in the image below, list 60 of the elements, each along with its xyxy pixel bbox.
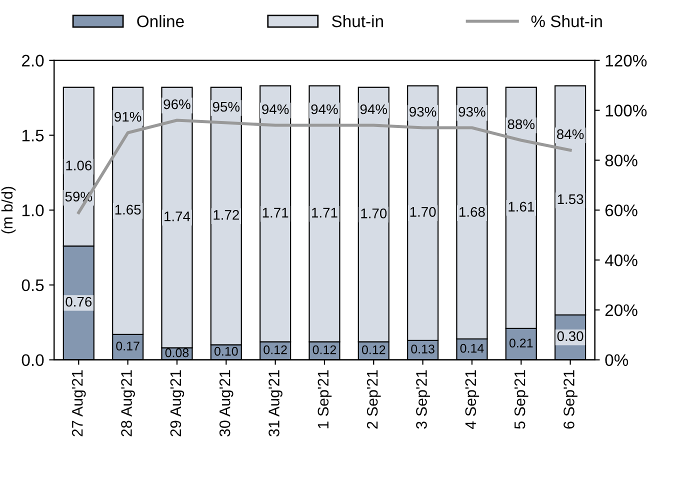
data-label: 94%	[360, 104, 388, 114]
data-label: 0.10	[214, 346, 238, 356]
legend-label: % Shut-in	[531, 15, 602, 28]
data-label: 1.74	[164, 212, 190, 222]
data-label: 0.14	[460, 344, 484, 353]
data-label: 91%	[114, 112, 142, 122]
y2-tick-label: 20%	[605, 304, 638, 316]
data-label: 1.53	[558, 194, 584, 204]
x-tick-label: 1 Sep'21	[318, 370, 332, 428]
data-label: 1.70	[410, 206, 436, 217]
data-label: 0.17	[116, 342, 140, 350]
y-tick-label: 0.0	[22, 354, 44, 366]
data-label: 0.76	[66, 296, 92, 307]
x-tick-label: 28 Aug'21	[121, 370, 135, 436]
data-label: 96%	[164, 99, 190, 110]
data-label: 59%	[65, 192, 92, 202]
data-label: 0.12	[312, 345, 336, 354]
data-label: 0.12	[362, 345, 386, 354]
data-label: 94%	[262, 104, 289, 114]
y2-tick-label: 80%	[605, 154, 638, 166]
legend-label: Shut-in	[332, 15, 383, 28]
data-label: 95%	[212, 102, 240, 112]
data-label: 84%	[557, 129, 584, 140]
data-label: 93%	[458, 106, 486, 117]
y2-tick-label: 120%	[606, 54, 647, 67]
x-tick-label: 6 Sep'21	[564, 370, 578, 429]
data-label: 1.71	[312, 208, 338, 218]
y-axis-title: (m b/d)	[1, 186, 16, 234]
data-label: 1.06	[66, 160, 92, 170]
data-label: 1.72	[214, 210, 239, 220]
data-label: 0.08	[165, 348, 189, 358]
x-tick-label: 5 Sep'21	[514, 370, 528, 429]
data-label: 1.65	[115, 204, 141, 215]
y2-tick-label: 0%	[605, 354, 628, 366]
y2-tick-label: 100%	[606, 104, 647, 116]
y2-tick-label: 40%	[604, 254, 638, 266]
legend-label: Online	[137, 15, 184, 28]
x-tick-label: 3 Sep'21	[416, 370, 430, 429]
x-tick-label: 2 Sep'21	[366, 370, 381, 429]
x-tick-label: 31 Aug'21	[268, 370, 282, 436]
data-label: 1.61	[508, 202, 534, 212]
data-label: 94%	[311, 104, 338, 114]
y-tick-label: 2.0	[22, 54, 44, 67]
y-tick-label: 1.0	[22, 204, 44, 216]
data-label: 0.12	[264, 345, 287, 354]
data-label: 0.13	[411, 344, 434, 354]
data-label: 1.70	[361, 208, 387, 218]
data-label: 88%	[508, 119, 535, 130]
x-tick-label: 27 Aug'21	[72, 370, 86, 436]
x-tick-label: 4 Sep'21	[465, 370, 480, 430]
y2-tick-label: 60%	[605, 204, 638, 216]
data-label: 1.71	[262, 208, 288, 218]
data-label: 93%	[410, 106, 436, 117]
data-label: 1.68	[460, 206, 485, 217]
y-tick-label: 0.5	[22, 279, 44, 292]
x-tick-label: 29 Aug'21	[170, 370, 184, 436]
x-tick-label: 30 Aug'21	[219, 370, 234, 436]
y-tick-label: 1.5	[22, 130, 44, 142]
data-label: 0.30	[557, 331, 584, 342]
data-label: 0.21	[509, 338, 533, 348]
